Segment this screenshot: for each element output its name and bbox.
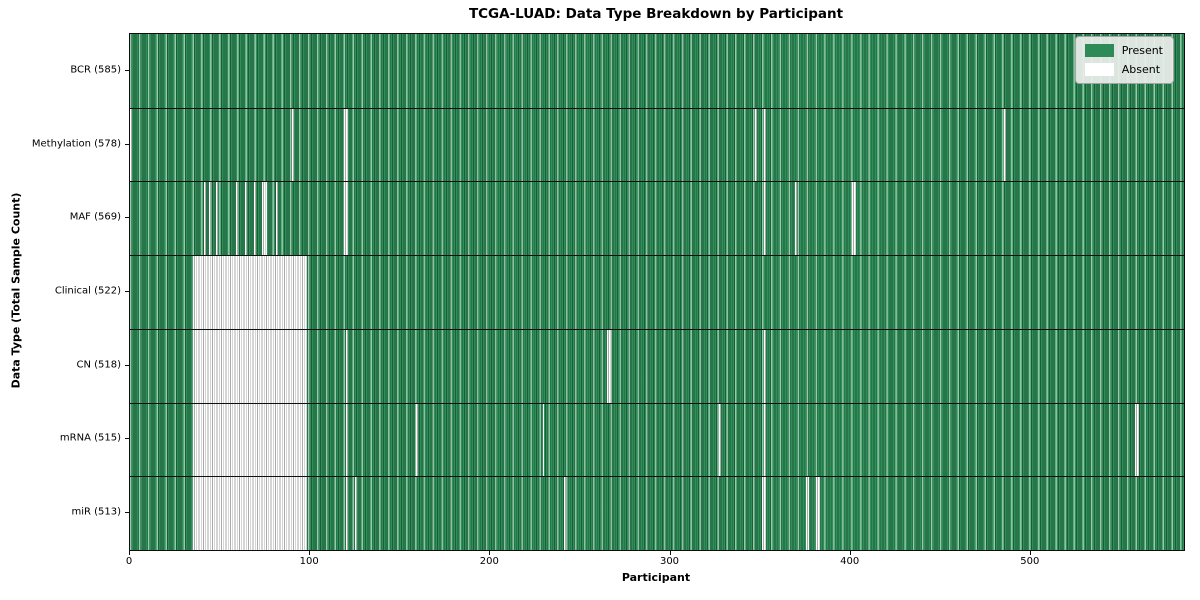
absent-segment xyxy=(254,182,257,256)
absent-segment xyxy=(607,329,612,403)
absent-segment xyxy=(130,108,132,182)
legend-present-label: Present xyxy=(1121,44,1163,57)
y-tick-mark xyxy=(125,512,129,514)
absent-segment xyxy=(236,182,239,256)
x-axis-ticks: 0 100 200 300 400 500 xyxy=(125,550,1183,591)
absent-segment xyxy=(346,477,348,550)
y-tick-label: BCR (585) xyxy=(70,64,121,76)
absent-segment xyxy=(355,477,357,550)
x-tick-mark xyxy=(309,550,311,555)
heatmap-row xyxy=(130,255,1184,329)
absent-segment xyxy=(216,182,219,256)
y-tick-label: mRNA (515) xyxy=(59,432,121,444)
y-tick-label: miR (513) xyxy=(71,506,121,518)
present-swatch-icon xyxy=(1084,44,1114,57)
absent-segment xyxy=(346,329,348,403)
y-tick-mark xyxy=(125,143,129,145)
y-tick-mark xyxy=(125,438,129,440)
absent-segment xyxy=(764,108,766,182)
x-tick-mark xyxy=(489,550,491,555)
heatmap-row xyxy=(130,181,1184,256)
y-tick-mark xyxy=(125,364,129,366)
absent-segment xyxy=(193,403,307,477)
y-axis-labels: BCR (585) Methylation (578) MAF (569) Clini… xyxy=(0,33,121,549)
absent-segment xyxy=(209,182,212,256)
absent-segment xyxy=(203,182,206,256)
legend-absent-label: Absent xyxy=(1121,63,1161,76)
absent-segment xyxy=(344,182,348,256)
plot-area xyxy=(129,33,1185,551)
absent-segment xyxy=(193,256,307,329)
absent-segment xyxy=(275,182,278,256)
chart-title: TCGA-LUAD: Data Type Breakdown by Partic… xyxy=(468,6,844,22)
y-tick-label: CN (518) xyxy=(76,359,121,371)
absent-segment xyxy=(762,477,766,550)
x-tick-label: 0 xyxy=(125,555,133,567)
absent-swatch-icon xyxy=(1084,63,1114,76)
heatmap-row xyxy=(130,328,1184,403)
legend-entry-absent: Absent xyxy=(1084,63,1163,76)
absent-segment xyxy=(1003,108,1006,182)
y-tick-mark xyxy=(125,69,129,71)
y-tick-label: Methylation (578) xyxy=(31,138,121,150)
absent-segment xyxy=(794,182,797,256)
x-tick-mark xyxy=(129,550,130,555)
absent-segment xyxy=(416,403,419,477)
y-tick-label: Clinical (522) xyxy=(54,285,121,297)
y-tick-mark xyxy=(125,291,129,292)
y-tick-mark xyxy=(125,217,129,219)
absent-segment xyxy=(346,403,348,477)
legend: Present Absent xyxy=(1074,36,1174,84)
x-tick-mark xyxy=(669,550,671,555)
absent-segment xyxy=(564,477,566,550)
absent-segment xyxy=(805,477,810,550)
heatmap-row xyxy=(130,402,1184,477)
absent-segment xyxy=(292,108,294,182)
absent-segment xyxy=(344,108,348,182)
absent-segment xyxy=(542,403,545,477)
x-axis-title: Participant xyxy=(621,571,691,584)
absent-segment xyxy=(193,477,307,550)
heatmap-row xyxy=(130,476,1184,550)
x-tick-label: 200 xyxy=(479,555,499,567)
absent-segment xyxy=(764,182,766,256)
absent-segment xyxy=(816,477,821,550)
absent-segment xyxy=(193,329,307,403)
y-tick-label: MAF (569) xyxy=(69,211,121,223)
absent-segment xyxy=(1135,403,1139,477)
absent-segment xyxy=(261,182,267,256)
absent-segment xyxy=(764,403,766,477)
legend-entry-present: Present xyxy=(1084,44,1163,57)
x-tick-label: 400 xyxy=(840,555,860,567)
absent-segment xyxy=(719,403,721,477)
x-tick-mark xyxy=(849,550,851,555)
absent-segment xyxy=(852,182,857,256)
absent-segment xyxy=(755,108,757,182)
x-tick-mark xyxy=(1029,550,1031,555)
x-tick-label: 500 xyxy=(1020,555,1040,567)
x-tick-label: 100 xyxy=(299,555,319,567)
absent-segment xyxy=(245,182,248,256)
heatmap-row xyxy=(130,34,1184,108)
heatmap-row xyxy=(130,107,1184,182)
absent-segment xyxy=(764,329,766,403)
x-tick-label: 300 xyxy=(659,555,680,567)
